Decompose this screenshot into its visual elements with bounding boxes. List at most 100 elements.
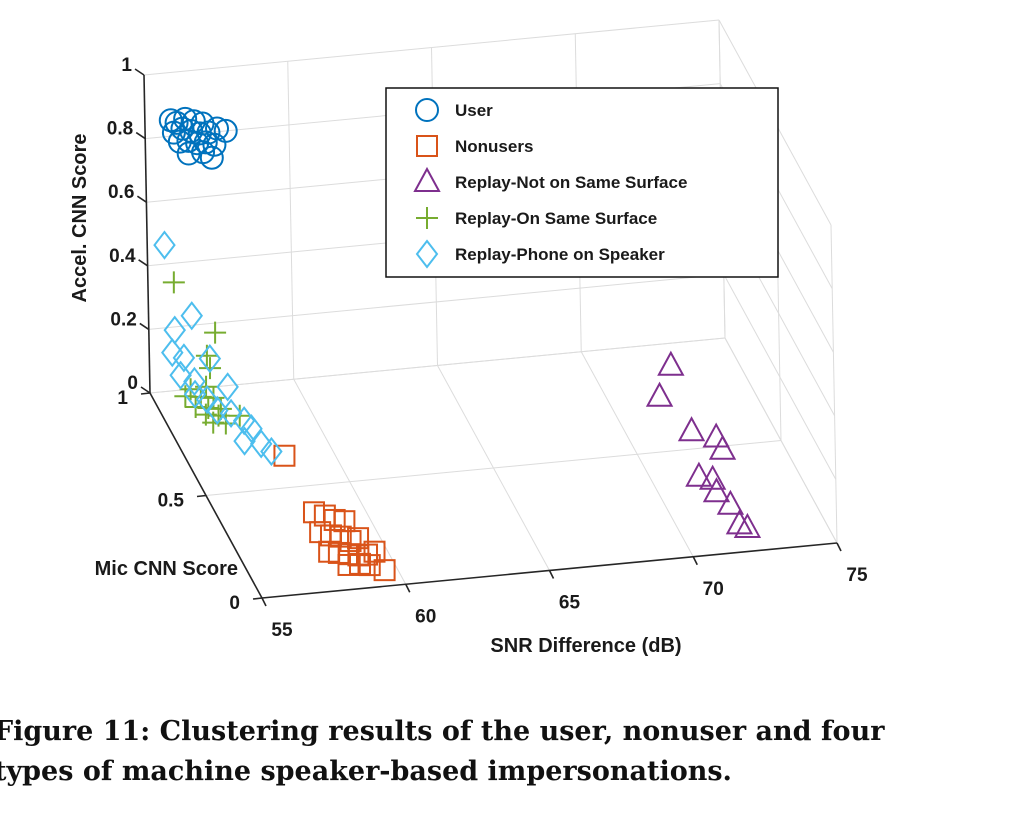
z-tick — [135, 131, 146, 140]
data-point-diamond — [233, 426, 256, 456]
data-point-diamond — [195, 384, 219, 415]
data-point-plus — [199, 357, 222, 380]
grid-line — [205, 440, 782, 496]
data-point-triangle — [725, 509, 754, 535]
data-point-diamond — [219, 398, 243, 429]
data-point-diamond — [183, 379, 207, 409]
z-tick — [140, 386, 151, 394]
x-tick-label: 70 — [703, 579, 724, 600]
data-point-plus — [204, 321, 227, 344]
grid-line — [149, 337, 726, 394]
x-tick — [405, 583, 411, 593]
axes — [134, 68, 842, 607]
legend-marker-diamond — [415, 239, 439, 269]
y-tick — [140, 392, 151, 395]
data-point-diamond — [172, 343, 196, 373]
x-tick — [548, 570, 555, 579]
grid-line — [830, 224, 838, 544]
data-point-diamond — [249, 429, 273, 459]
y-tick-label: 0.5 — [158, 491, 185, 512]
data-point-circle — [176, 141, 201, 166]
legend-box — [385, 87, 779, 278]
caption-line-2: types of machine speaker-based impersona… — [0, 756, 732, 787]
legend-item: Replay-Not on Same Surface — [413, 166, 687, 192]
caption-line-1: Figure 11: Clustering results of the use… — [0, 716, 885, 747]
grid-line — [287, 61, 295, 380]
x-tick — [261, 597, 267, 607]
data-point-diamond — [206, 395, 229, 426]
data-point-triangle — [657, 350, 685, 376]
x-tick — [836, 542, 842, 552]
grid-line — [724, 337, 838, 544]
z-tick-label: 1 — [121, 55, 132, 76]
data-point-triangle — [698, 464, 727, 490]
z-tick — [134, 68, 145, 76]
data-point-diamond — [183, 366, 206, 397]
legend-label: User — [455, 101, 493, 120]
data-point-triangle — [677, 416, 706, 442]
legend-item: Nonusers — [416, 135, 533, 157]
z-tick — [136, 195, 147, 203]
data-point-triangle — [685, 461, 713, 487]
z-tick — [138, 259, 149, 267]
data-point-diamond — [180, 301, 204, 331]
legend-marker-circle — [415, 98, 439, 122]
z-tick-label: 0.4 — [109, 246, 136, 267]
y-tick-label: 0 — [229, 593, 240, 614]
y-tick — [196, 494, 207, 498]
data-point-square — [273, 444, 296, 467]
z-tick-label: 0 — [127, 373, 138, 394]
z-tick — [139, 322, 150, 331]
data-point-diamond — [163, 315, 186, 345]
z-axis-label: Accel. CNN Score — [69, 134, 91, 303]
legend-label: Replay-On Same Surface — [455, 209, 657, 228]
data-point-diamond — [216, 372, 239, 402]
series-user — [158, 106, 238, 170]
grid-line — [148, 273, 724, 330]
legend-label: Nonusers — [455, 137, 533, 156]
y-tick — [252, 597, 263, 600]
data-point-triangle — [716, 489, 745, 515]
legend: User Nonusers Replay-Not on Same Surface Re… — [385, 87, 779, 278]
legend-marker-triangle — [413, 166, 441, 192]
z-tick-label: 0.6 — [108, 182, 134, 203]
legend-marker-plus — [416, 207, 438, 229]
data-point-square — [339, 530, 362, 553]
data-point-triangle — [645, 381, 674, 407]
grid-line — [143, 19, 720, 76]
data-point-square — [358, 554, 381, 577]
data-point-square — [373, 559, 396, 582]
data-point-triangle — [702, 477, 731, 503]
data-point-diamond — [260, 436, 283, 467]
y-axis-label: Mic CNN Score — [95, 558, 238, 580]
data-point-plus — [162, 271, 185, 294]
data-point-diamond — [161, 337, 184, 368]
data-point-triangle — [708, 434, 737, 460]
z-axis — [143, 74, 151, 394]
legend-marker-square — [416, 135, 438, 157]
z-tick-label: 0.2 — [110, 309, 136, 330]
y-tick-label: 1 — [117, 388, 128, 409]
series-nonusers — [273, 444, 396, 582]
data-point-circle — [167, 129, 192, 154]
x-tick-label: 55 — [271, 620, 293, 641]
x-tick — [692, 556, 698, 566]
data-points — [153, 106, 762, 582]
data-point-triangle — [733, 512, 762, 538]
data-point-circle — [199, 145, 224, 170]
x-tick-label: 65 — [559, 593, 581, 614]
legend-item: User — [415, 98, 493, 122]
figure-caption: Figure 11: Clustering results of the use… — [0, 712, 1004, 792]
data-point-circle — [170, 116, 195, 141]
grid-line — [723, 274, 837, 480]
series-replay-not-on-same-surface — [645, 350, 762, 538]
data-point-square — [337, 553, 360, 576]
data-point-triangle — [702, 422, 730, 448]
legend-label: Replay-Not on Same Surface — [455, 173, 687, 192]
data-point-diamond — [198, 343, 222, 374]
x-axis-label: SNR Difference (dB) — [490, 635, 681, 657]
x-tick-label: 75 — [846, 565, 868, 586]
data-point-diamond — [153, 230, 176, 260]
